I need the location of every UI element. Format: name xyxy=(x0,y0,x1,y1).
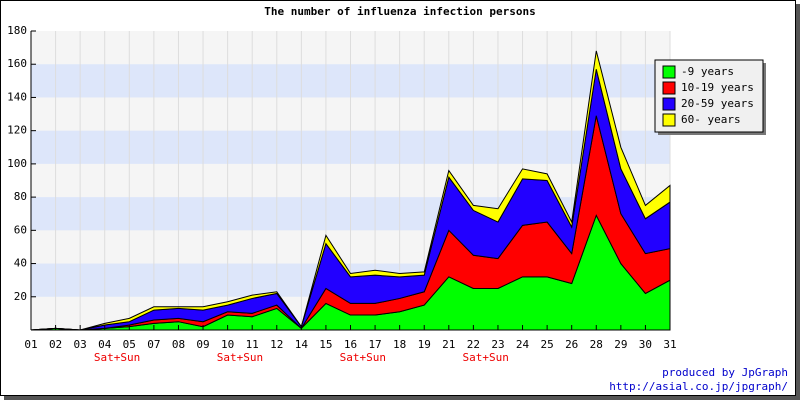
x-tick-label: 16 xyxy=(344,338,357,351)
legend-swatch xyxy=(662,113,676,127)
y-tick-label: 160 xyxy=(7,57,27,70)
y-tick-label: 40 xyxy=(14,257,27,270)
y-tick-label: 180 xyxy=(7,24,27,37)
weekend-label: Sat+Sun xyxy=(94,351,140,364)
weekend-label: Sat+Sun xyxy=(462,351,508,364)
x-tick-label: 10 xyxy=(221,338,234,351)
x-tick-label: 29 xyxy=(614,338,627,351)
x-tick-label: 04 xyxy=(98,338,112,351)
x-tick-label: 09 xyxy=(196,338,209,351)
x-tick-label: 22 xyxy=(467,338,480,351)
legend-label: 10-19 years xyxy=(681,81,754,94)
x-tick-label: 31 xyxy=(663,338,676,351)
y-tick-label: 20 xyxy=(14,290,27,303)
x-tick-label: 25 xyxy=(540,338,553,351)
x-tick-label: 11 xyxy=(246,338,259,351)
y-tick-label: 120 xyxy=(7,124,27,137)
x-tick-label: 19 xyxy=(418,338,431,351)
y-tick-label: 60 xyxy=(14,223,27,236)
x-tick-label: 28 xyxy=(590,338,603,351)
x-tick-label: 15 xyxy=(319,338,332,351)
x-tick-label: 30 xyxy=(639,338,652,351)
x-tick-label: 01 xyxy=(24,338,37,351)
x-tick-label: 07 xyxy=(147,338,160,351)
weekend-label: Sat+Sun xyxy=(340,351,386,364)
chart-title: The number of influenza infection person… xyxy=(264,5,536,18)
area xyxy=(30,50,671,331)
legend-swatch xyxy=(662,97,676,111)
x-tick-label: 24 xyxy=(516,338,530,351)
legend-swatch xyxy=(662,81,676,95)
legend-swatch xyxy=(662,65,676,79)
x-tick-label: 02 xyxy=(49,338,62,351)
y-tick-label: 100 xyxy=(7,157,27,170)
x-tick-label: 05 xyxy=(123,338,136,351)
x-tick-label: 23 xyxy=(491,338,504,351)
x-tick-label: 18 xyxy=(393,338,406,351)
x-tick-label: 12 xyxy=(270,338,283,351)
x-tick-label: 08 xyxy=(172,338,185,351)
x-tick-label: 17 xyxy=(368,338,381,351)
weekend-label: Sat+Sun xyxy=(217,351,263,364)
y-tick-label: 140 xyxy=(7,90,27,103)
x-tick-label: 03 xyxy=(74,338,87,351)
legend-label: 60- years xyxy=(681,113,741,126)
credit: produced by JpGraph xyxy=(662,366,788,379)
y-tick-label: 80 xyxy=(14,190,27,203)
x-tick-label: 21 xyxy=(442,338,455,351)
legend-label: -9 years xyxy=(681,65,734,78)
x-tick-label: 26 xyxy=(565,338,578,351)
x-tick-label: 14 xyxy=(295,338,309,351)
credit: http://asial.co.jp/jpgraph/ xyxy=(609,380,788,393)
legend-label: 20-59 years xyxy=(681,97,754,110)
